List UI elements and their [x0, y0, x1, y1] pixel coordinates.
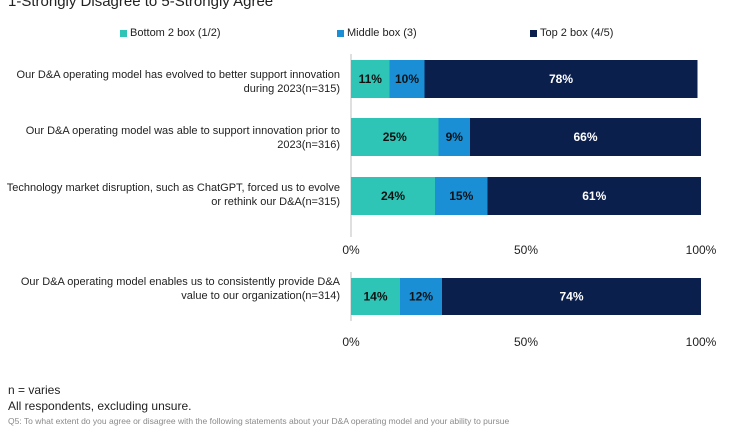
bar-segment — [351, 118, 439, 156]
category-label: Our D&A operating model has evolved to b… — [16, 69, 340, 95]
data-label: 9% — [446, 130, 464, 144]
bar-segment — [435, 177, 488, 215]
bar-segment — [351, 60, 390, 98]
legend-label: Middle box (3) — [347, 27, 417, 39]
data-label: 78% — [549, 72, 573, 86]
x-tick-label: 50% — [514, 243, 538, 257]
data-label: 25% — [383, 130, 407, 144]
legend-item-bottom-2-box: Bottom 2 box (1/2) — [120, 27, 221, 39]
bar-segment — [470, 118, 701, 156]
x-tick-label: 0% — [342, 243, 360, 257]
legend-label: Bottom 2 box (1/2) — [130, 27, 221, 39]
bar-segment — [442, 278, 701, 315]
bar-segment — [400, 278, 442, 315]
x-tick-label: 100% — [686, 243, 717, 257]
data-label: 66% — [573, 130, 597, 144]
data-label: 10% — [395, 72, 419, 86]
bar-segment — [351, 177, 435, 215]
category-label: Our D&A operating model was able to supp… — [25, 125, 340, 151]
chart-subtitle: 1-Strongly Disagree to 5-Strongly Agree — [8, 0, 274, 10]
data-label: 14% — [363, 290, 387, 304]
x-tick-label: 0% — [342, 335, 360, 349]
footer-question: Q5: To what extent do you agree or disag… — [8, 416, 510, 426]
bar-segment — [351, 278, 400, 315]
legend-swatch — [337, 29, 344, 37]
footer-sample-size: n = varies — [8, 383, 61, 397]
bar-segment — [389, 60, 425, 98]
x-tick-label: 100% — [686, 335, 717, 349]
legend-item-middle-box: Middle box (3) — [337, 27, 417, 39]
bar-segment — [424, 60, 698, 98]
legend-swatch — [120, 29, 127, 37]
data-label: 11% — [359, 72, 383, 86]
footer-note: All respondents, excluding unsure. — [8, 399, 192, 413]
category-label: Our D&A operating model enables us to co… — [20, 276, 340, 302]
bar-segment — [438, 118, 470, 156]
data-label: 24% — [381, 189, 405, 203]
category-label: Technology market disruption, such as Ch… — [6, 182, 340, 208]
x-tick-label: 50% — [514, 335, 538, 349]
data-label: 61% — [582, 189, 606, 203]
legend-swatch — [530, 29, 537, 37]
data-label: 74% — [559, 290, 583, 304]
bar-segment — [487, 177, 701, 215]
legend-label: Top 2 box (4/5) — [540, 27, 614, 39]
legend: Bottom 2 box (1/2) Middle box (3) Top 2 … — [0, 27, 750, 43]
data-label: 12% — [409, 290, 433, 304]
data-label: 15% — [449, 189, 473, 203]
legend-item-top-2-box: Top 2 box (4/5) — [530, 27, 613, 39]
